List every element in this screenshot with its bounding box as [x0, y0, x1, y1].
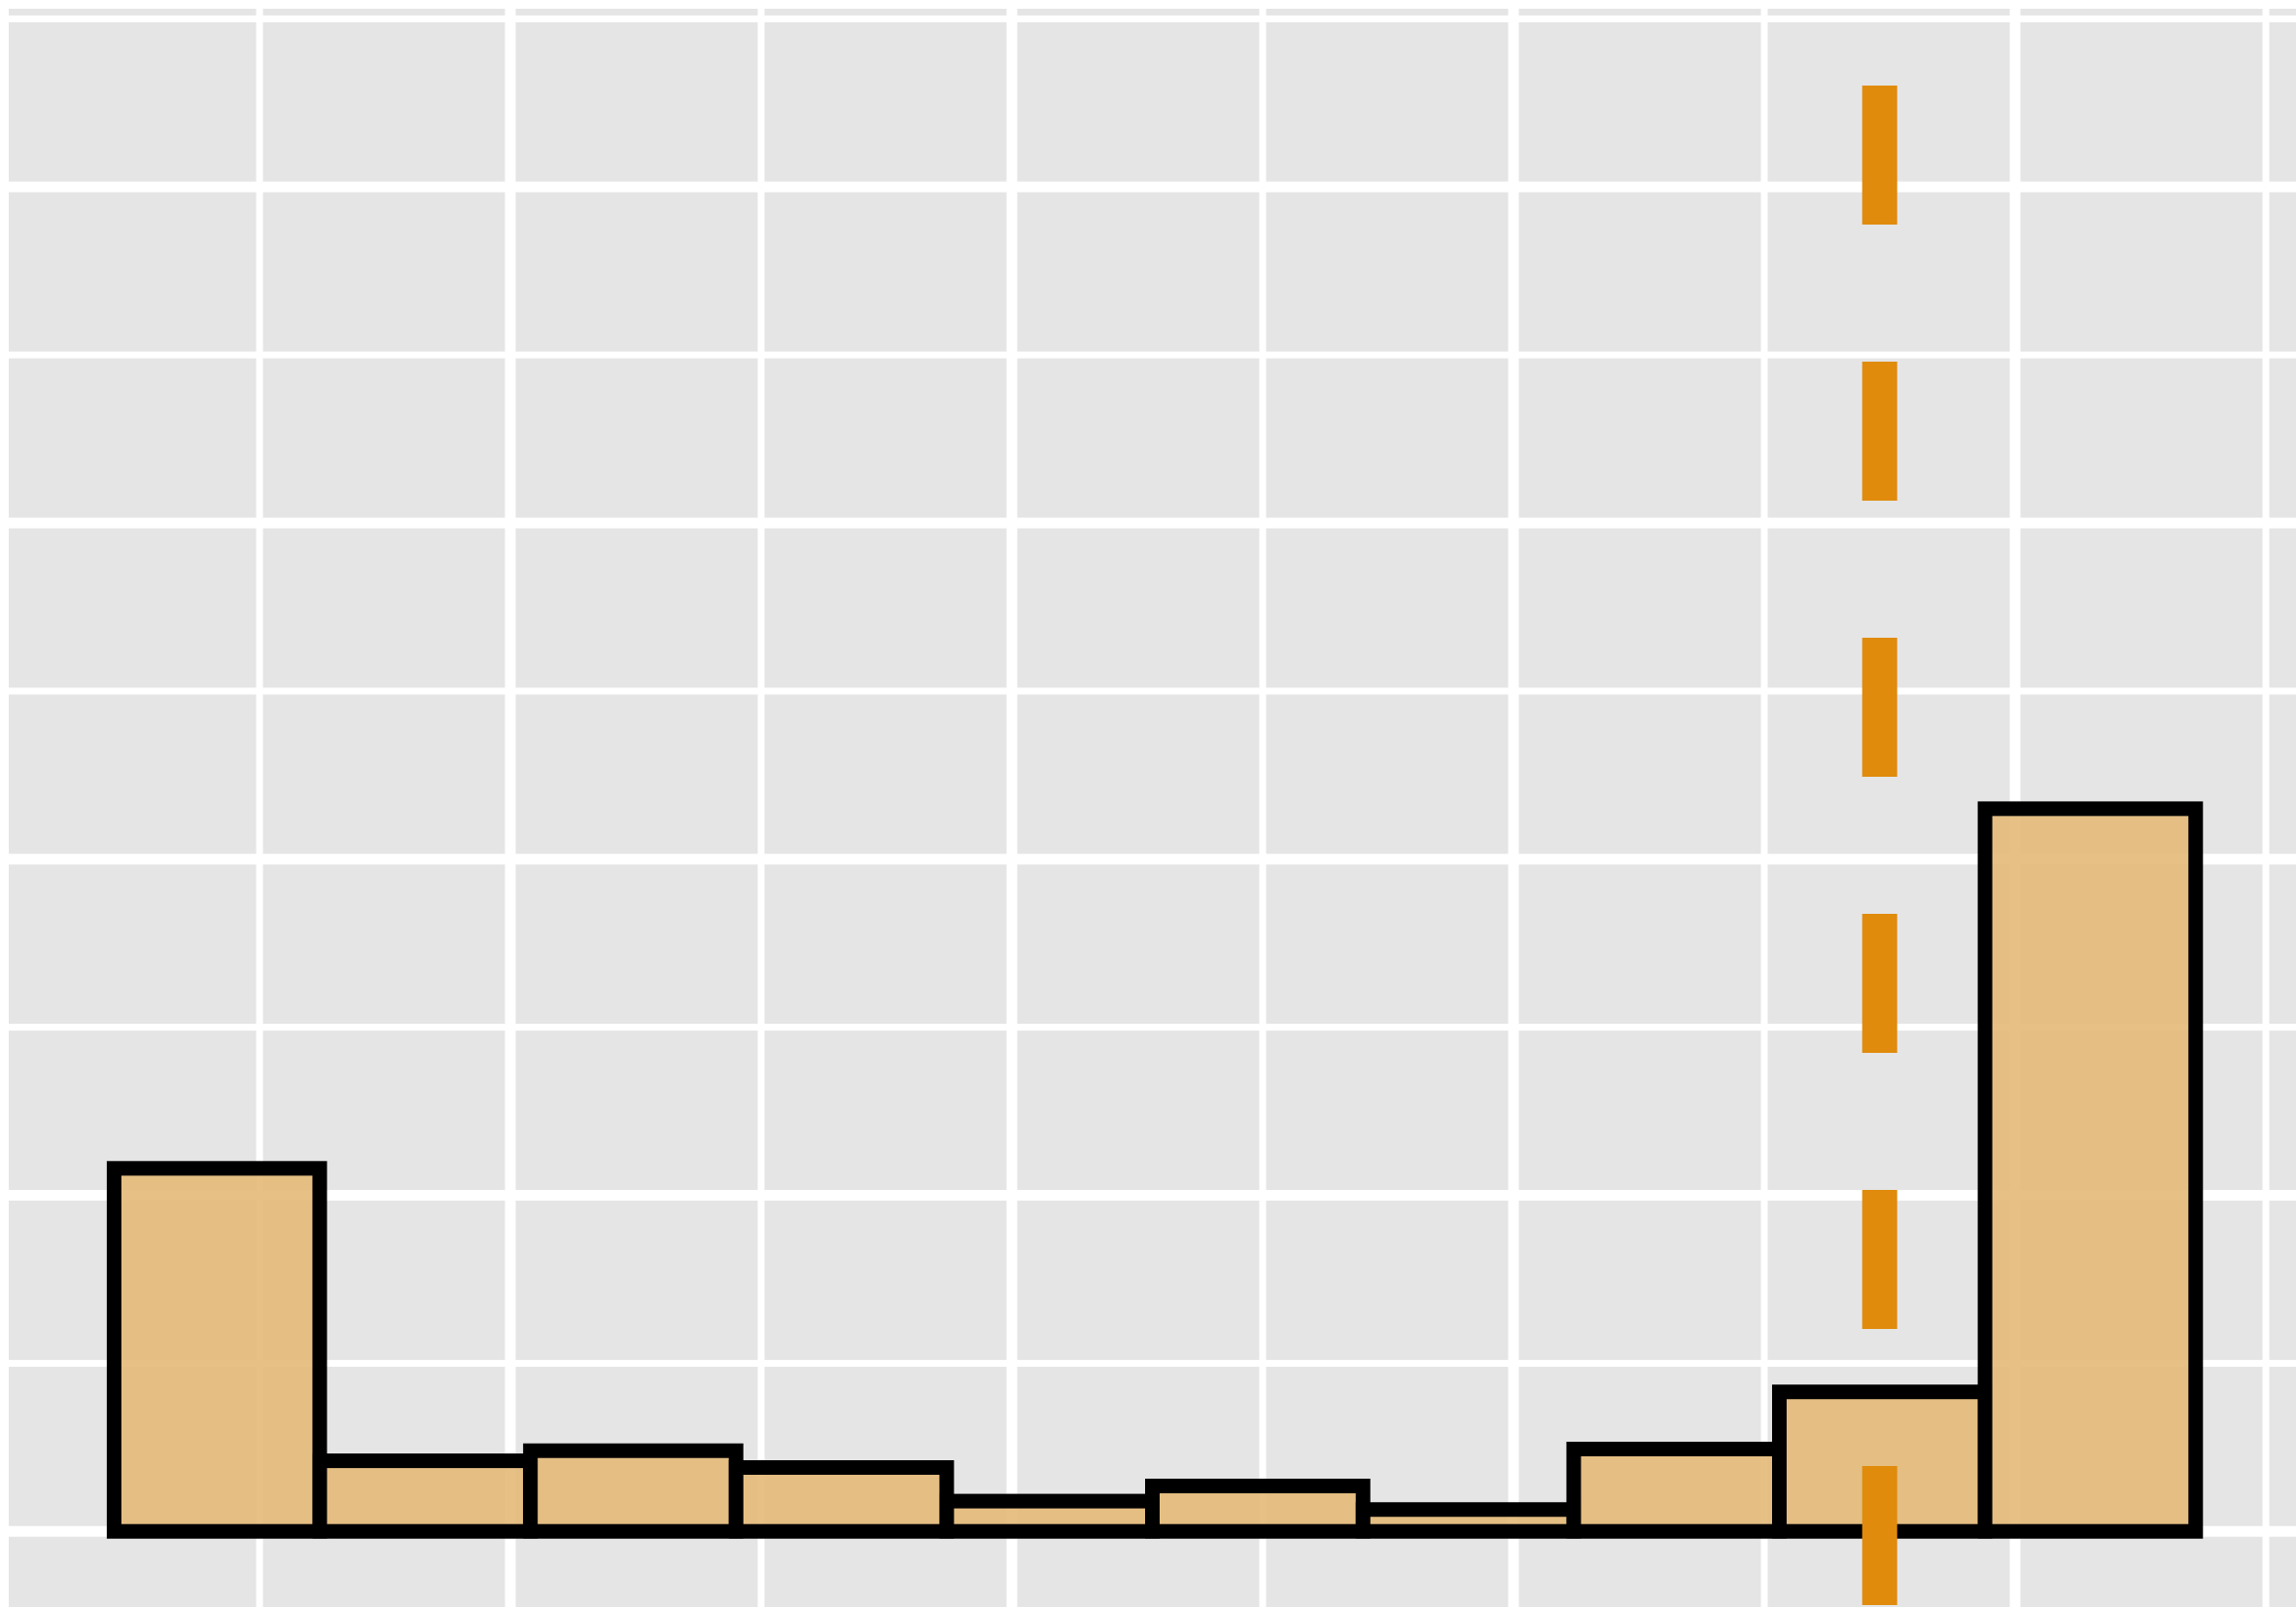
- bar: [1566, 1442, 1788, 1539]
- bar: [939, 1493, 1160, 1539]
- bar: [523, 1443, 744, 1539]
- bar: [312, 1453, 539, 1539]
- bar: [1977, 801, 2204, 1539]
- bar: [106, 1161, 328, 1539]
- bar: [1145, 1479, 1371, 1539]
- plot-background: [9, 9, 2296, 1607]
- bar: [1355, 1502, 1582, 1539]
- bar: [728, 1460, 955, 1539]
